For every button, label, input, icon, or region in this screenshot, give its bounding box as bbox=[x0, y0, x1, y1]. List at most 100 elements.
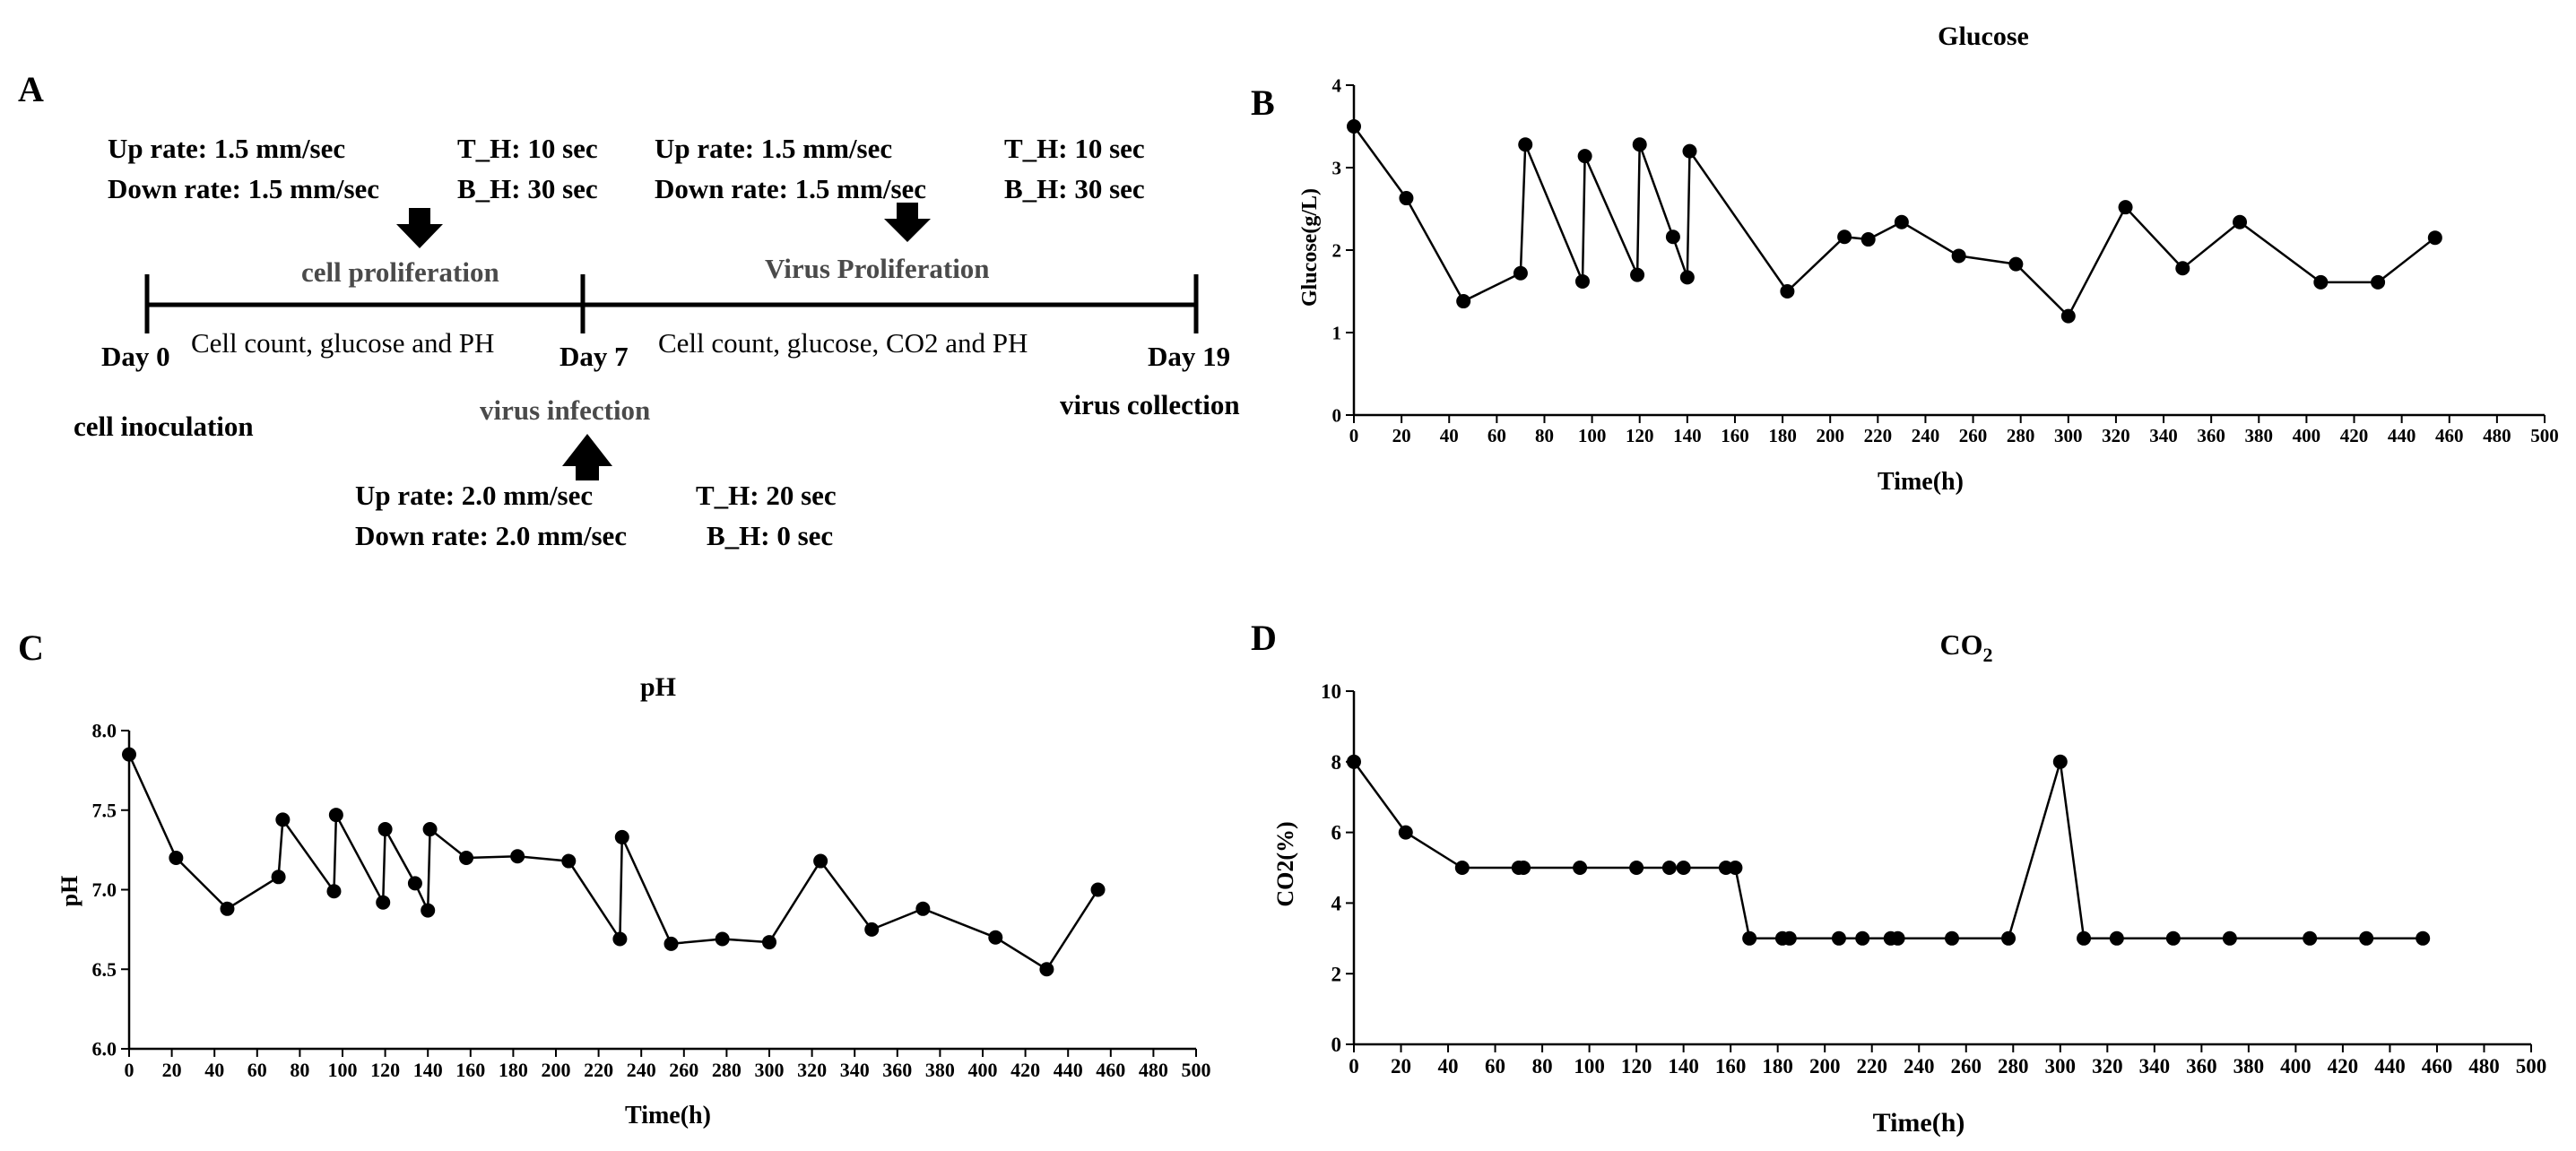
glucose-data-point bbox=[1665, 229, 1680, 245]
glucose-x-tick-label: 100 bbox=[1578, 425, 1607, 446]
glucose-data-point bbox=[1577, 149, 1592, 164]
glucose-x-tick-label: 160 bbox=[1721, 425, 1749, 446]
panel-letter-a: A bbox=[18, 69, 44, 109]
co2-x-tick-label: 20 bbox=[1391, 1055, 1411, 1077]
ph-x-tick-label: 260 bbox=[669, 1059, 698, 1081]
glucose-x-tick-label: 40 bbox=[1440, 425, 1459, 446]
co2-x-tick-label: 100 bbox=[1574, 1055, 1605, 1077]
co2-x-tick-label: 60 bbox=[1485, 1055, 1505, 1077]
co2-data-point bbox=[1516, 861, 1531, 875]
co2-data-point bbox=[2077, 930, 2092, 946]
co2-data-point bbox=[2222, 930, 2237, 946]
label-day7: Day 7 bbox=[559, 341, 629, 372]
glucose-data-point bbox=[1456, 294, 1471, 309]
glucose-data-point bbox=[2008, 256, 2024, 272]
glucose-y-tick-label: 2 bbox=[1332, 239, 1342, 261]
ph-data-point bbox=[988, 930, 1003, 945]
glucose-data-point bbox=[2313, 274, 2329, 290]
panel-a-timeline: A Up rate: 1.5 mm/sec Down rate: 1.5 mm/… bbox=[18, 69, 1240, 551]
co2-x-tick-label: 400 bbox=[2280, 1055, 2311, 1077]
glucose-x-tick-label: 240 bbox=[1912, 425, 1940, 446]
ph-ylabel: pH bbox=[56, 876, 82, 907]
glucose-data-point bbox=[2118, 200, 2133, 215]
glucose-x-tick-label: 80 bbox=[1535, 425, 1554, 446]
co2-x-tick-label: 200 bbox=[1809, 1055, 1841, 1077]
co2-y-tick-label: 0 bbox=[1331, 1034, 1342, 1056]
ph-plot: 0 20 40 60 80 100 120 140 160 180 200 220 240 260 280 3… bbox=[92, 720, 1211, 1081]
glucose-x-tick-label: 260 bbox=[1959, 425, 1988, 446]
glucose-data-point bbox=[1630, 267, 1645, 282]
glucose-data-point bbox=[1518, 137, 1533, 152]
glucose-data-point bbox=[1632, 137, 1647, 152]
co2-y-tick-label: 8 bbox=[1331, 751, 1342, 774]
glucose-x-tick-label: 180 bbox=[1768, 425, 1797, 446]
infection-down-rate: Down rate: 2.0 mm/sec bbox=[355, 520, 627, 551]
glucose-x-tick-label: 20 bbox=[1392, 425, 1411, 446]
ph-x-tick-label: 400 bbox=[968, 1059, 998, 1081]
glucose-y-tick-label: 3 bbox=[1332, 157, 1342, 178]
glucose-x-tick-label: 500 bbox=[2530, 425, 2559, 446]
co2-x-tick-label: 80 bbox=[1532, 1055, 1553, 1077]
event-cell-inoculation: cell inoculation bbox=[74, 411, 254, 442]
ph-data-point bbox=[169, 851, 184, 865]
ph-data-point bbox=[762, 935, 776, 950]
ph-data-point bbox=[459, 851, 474, 865]
co2-title: CO2 bbox=[1940, 628, 1993, 666]
measure-virus-phase: Cell count, glucose, CO2 and PH bbox=[658, 327, 1028, 359]
ph-x-tick-label: 160 bbox=[455, 1059, 485, 1081]
cell-bottom-hold: B_H: 30 sec bbox=[457, 173, 598, 204]
event-virus-infection: virus infection bbox=[480, 394, 650, 426]
phase-virus-proliferation: Virus Proliferation bbox=[765, 253, 990, 284]
ph-data-point bbox=[422, 822, 438, 837]
ph-xlabel: Time(h) bbox=[625, 1102, 711, 1129]
co2-data-point bbox=[1454, 861, 1470, 875]
virus-bottom-hold: B_H: 30 sec bbox=[1004, 173, 1145, 204]
glucose-x-tick-label: 280 bbox=[2007, 425, 2035, 446]
co2-data-point bbox=[1742, 930, 1757, 946]
infection-top-hold: T_H: 20 sec bbox=[696, 480, 837, 511]
ph-x-tick-label: 360 bbox=[882, 1059, 912, 1081]
ph-data-point bbox=[864, 922, 880, 937]
ph-data-point bbox=[275, 812, 291, 827]
glucose-data-point bbox=[2175, 261, 2190, 276]
co2-x-tick-label: 280 bbox=[1998, 1055, 2029, 1077]
ph-x-tick-label: 220 bbox=[584, 1059, 613, 1081]
ph-x-tick-label: 300 bbox=[755, 1059, 785, 1081]
cell-down-rate: Down rate: 1.5 mm/sec bbox=[108, 173, 379, 204]
ph-data-point bbox=[612, 931, 628, 947]
cell-top-hold: T_H: 10 sec bbox=[457, 133, 598, 164]
glucose-data-point bbox=[1894, 214, 1909, 229]
glucose-title: Glucose bbox=[1938, 22, 2029, 51]
panel-letter-c: C bbox=[18, 627, 44, 668]
co2-data-point bbox=[1629, 861, 1644, 875]
co2-x-tick-label: 160 bbox=[1715, 1055, 1747, 1077]
co2-xlabel: Time(h) bbox=[1873, 1108, 1965, 1138]
glucose-y-tick-label: 4 bbox=[1332, 74, 1342, 96]
co2-data-point bbox=[1945, 930, 1960, 946]
co2-x-tick-label: 480 bbox=[2468, 1055, 2500, 1077]
co2-plot: 0 20 40 60 80 100 120 140 160 180 200 220 240 260 280 3… bbox=[1321, 680, 2546, 1077]
co2-data-point bbox=[1573, 861, 1588, 875]
co2-x-tick-label: 440 bbox=[2374, 1055, 2406, 1077]
co2-x-tick-label: 140 bbox=[1668, 1055, 1699, 1077]
ph-x-tick-label: 420 bbox=[1010, 1059, 1040, 1081]
glucose-x-tick-label: 60 bbox=[1487, 425, 1506, 446]
co2-data-point bbox=[2303, 930, 2318, 946]
ph-x-tick-label: 20 bbox=[162, 1059, 182, 1081]
co2-x-tick-label: 420 bbox=[2328, 1055, 2359, 1077]
co2-x-tick-label: 0 bbox=[1349, 1055, 1359, 1077]
co2-x-tick-label: 260 bbox=[1951, 1055, 1982, 1077]
glucose-data-point bbox=[1679, 270, 1695, 285]
ph-y-tick-label: 7.0 bbox=[92, 878, 117, 901]
glucose-x-tick-label: 120 bbox=[1626, 425, 1654, 446]
co2-x-tick-label: 220 bbox=[1856, 1055, 1887, 1077]
arrow-down-cell-icon bbox=[396, 208, 443, 248]
event-virus-collection: virus collection bbox=[1060, 389, 1240, 420]
glucose-x-tick-label: 340 bbox=[2149, 425, 2178, 446]
ph-data-point bbox=[510, 849, 525, 864]
ph-x-tick-label: 100 bbox=[328, 1059, 358, 1081]
glucose-data-point bbox=[2371, 274, 2386, 290]
ph-x-tick-label: 40 bbox=[204, 1059, 224, 1081]
co2-x-tick-label: 320 bbox=[2092, 1055, 2123, 1077]
